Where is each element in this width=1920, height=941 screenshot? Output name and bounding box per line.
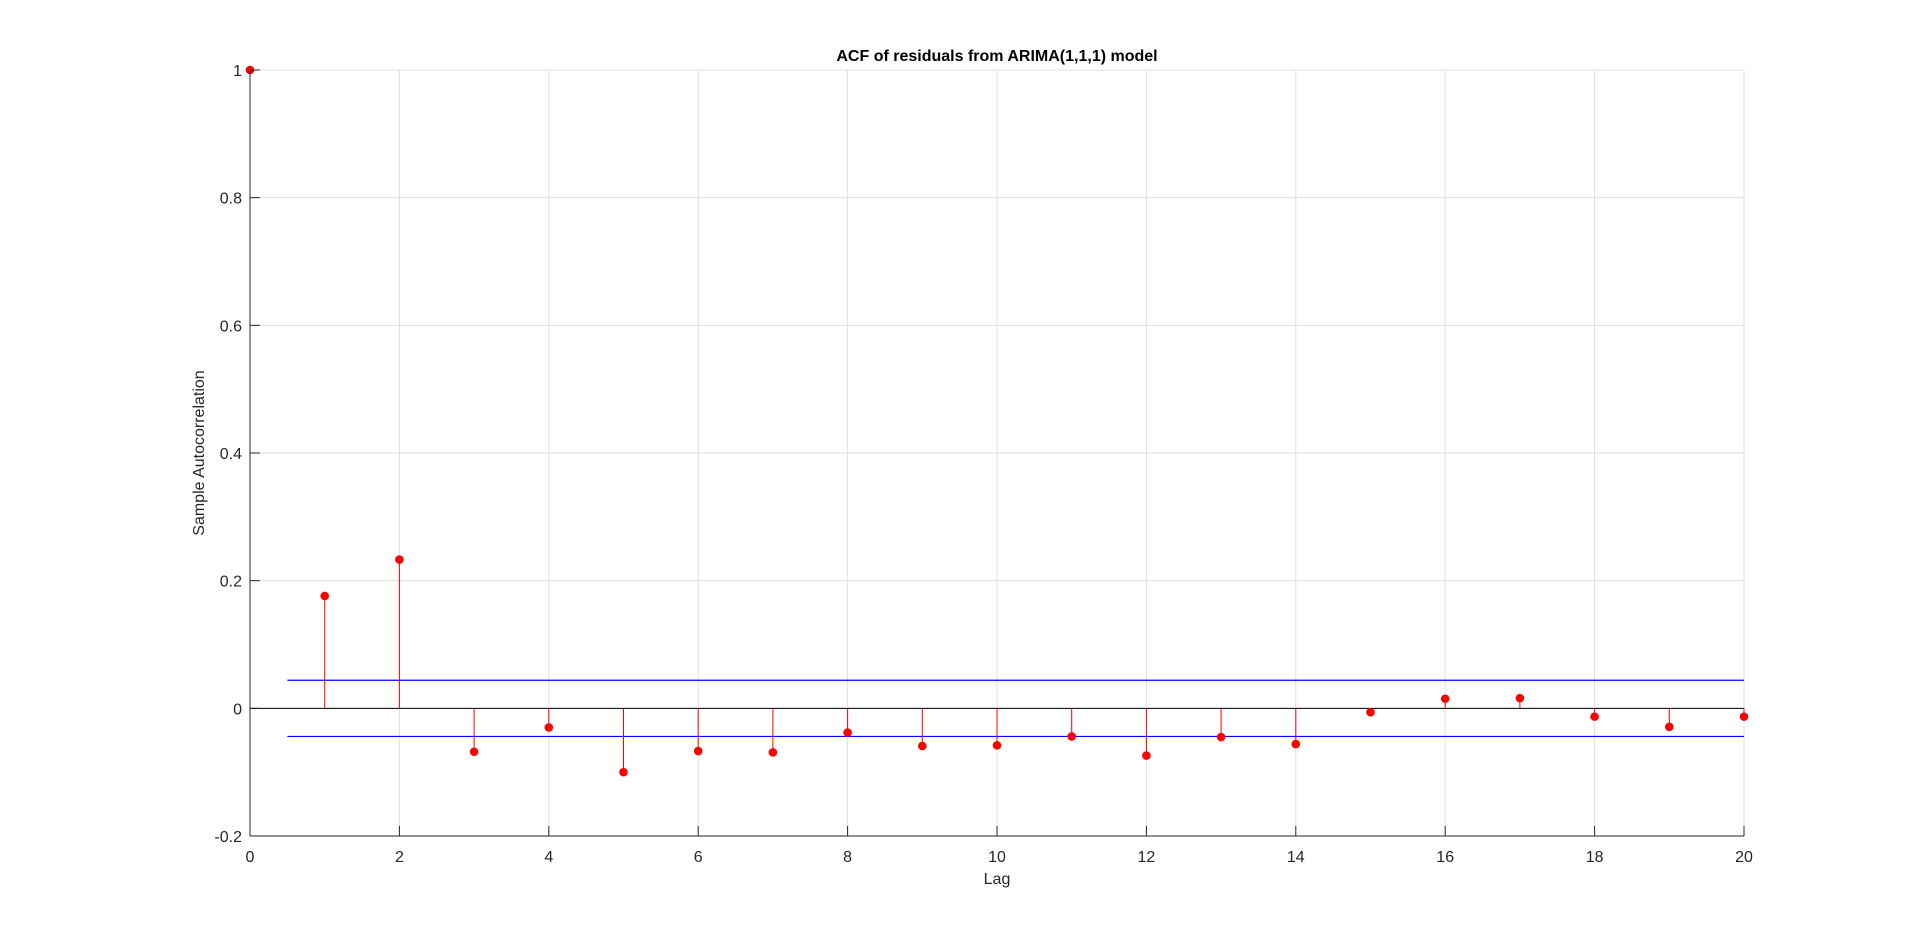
x-tick-label: 20 <box>1735 849 1753 866</box>
axes <box>249 69 1745 837</box>
stem-marker <box>469 747 479 757</box>
stem-marker <box>320 591 330 601</box>
stem-marker <box>395 555 404 564</box>
stem-marker <box>619 767 628 777</box>
x-tick-label: 10 <box>988 849 1006 866</box>
stem-marker <box>1366 707 1375 717</box>
x-tick-label: 16 <box>1436 849 1454 866</box>
stem-marker <box>768 748 778 757</box>
stem-marker <box>1440 694 1450 704</box>
y-axis-label: Sample Autocorrelation <box>191 370 208 535</box>
y-tick-label: 1 <box>233 63 242 80</box>
stem-marker <box>843 728 852 737</box>
y-tick-label: -0.2 <box>214 829 242 846</box>
stem-marker <box>1739 712 1749 721</box>
x-tick-label: 2 <box>395 849 404 866</box>
y-tick-label: 0.8 <box>220 191 242 208</box>
stem-marker <box>693 746 703 756</box>
stem-marker <box>1515 693 1525 703</box>
x-tick-label: 4 <box>544 849 553 866</box>
y-tick-label: 0.4 <box>220 446 242 463</box>
x-tick-labels: 0 2 4 6 8 10 12 14 16 18 20 <box>246 849 1753 866</box>
x-tick-label: 8 <box>843 849 852 866</box>
stem-marker <box>1142 751 1151 760</box>
confidence-bounds <box>287 679 1744 738</box>
x-axis-label: Lag <box>984 871 1011 888</box>
stem-marker <box>1590 712 1599 721</box>
y-tick-label: 0.2 <box>220 574 242 591</box>
stem-marker <box>1665 722 1674 732</box>
y-tick-label: 0.6 <box>220 318 242 335</box>
stem-marker <box>918 741 927 751</box>
x-tick-label: 12 <box>1138 849 1156 866</box>
stem-marker <box>544 723 554 732</box>
x-tick-label: 18 <box>1586 849 1604 866</box>
x-tick-label: 0 <box>246 849 255 866</box>
stem-marker <box>992 741 1002 750</box>
y-tick-labels: -0.2 0 0.2 0.4 0.6 0.8 1 <box>214 63 242 846</box>
stem-marker <box>1067 732 1076 741</box>
y-tick-label: 0 <box>233 701 242 718</box>
stem-marker <box>1216 732 1226 742</box>
chart-title: ACF of residuals from ARIMA(1,1,1) model <box>836 48 1157 65</box>
stem-marker <box>1291 739 1301 749</box>
x-tick-label: 6 <box>694 849 703 866</box>
x-tick-label: 14 <box>1287 849 1305 866</box>
